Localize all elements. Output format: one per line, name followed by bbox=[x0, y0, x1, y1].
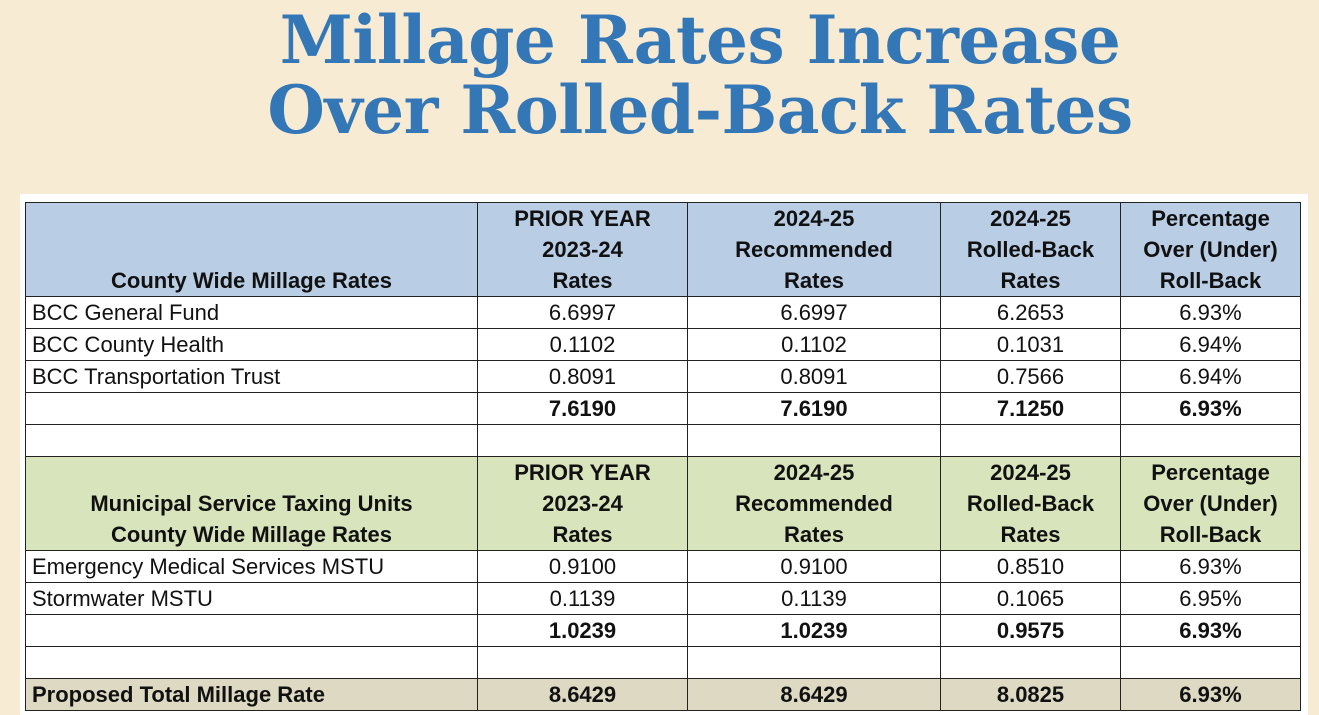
prior-rate: 0.1102 bbox=[477, 328, 688, 361]
row-name: BCC General Fund bbox=[25, 296, 478, 329]
recommended-rate: 6.6997 bbox=[687, 296, 941, 329]
subtotal-recommended: 7.6190 bbox=[687, 392, 941, 425]
county-header-prior: PRIOR YEAR 2023-24 Rates bbox=[477, 202, 688, 297]
subtotal-prior: 7.6190 bbox=[477, 392, 688, 425]
prior-rate: 0.9100 bbox=[477, 550, 688, 583]
prior-rate: 0.8091 bbox=[477, 360, 688, 393]
county-header-percentage: Percentage Over (Under) Roll-Back bbox=[1120, 202, 1301, 297]
title-line-2: Over Rolled-Back Rates bbox=[267, 71, 1133, 149]
row-name: BCC County Health bbox=[25, 328, 478, 361]
mstu-subtotal-row: 1.0239 1.0239 0.9575 6.93% bbox=[25, 614, 1301, 647]
percentage-over: 6.94% bbox=[1120, 360, 1301, 393]
millage-rates-table: County Wide Millage Rates PRIOR YEAR 2023… bbox=[25, 202, 1301, 711]
spacer-row bbox=[25, 646, 1301, 679]
subtotal-recommended: 1.0239 bbox=[687, 614, 941, 647]
subtotal-percentage: 6.93% bbox=[1120, 614, 1301, 647]
prior-rate: 6.6997 bbox=[477, 296, 688, 329]
mstu-header-label: Municipal Service Taxing Units County Wid… bbox=[25, 456, 478, 551]
subtotal-prior: 1.0239 bbox=[477, 614, 688, 647]
county-header-rolled-back: 2024-25 Rolled-Back Rates bbox=[940, 202, 1121, 297]
recommended-rate: 0.1139 bbox=[687, 582, 941, 615]
subtotal-percentage: 6.93% bbox=[1120, 392, 1301, 425]
subtotal-label bbox=[25, 614, 478, 647]
county-header-row: County Wide Millage Rates PRIOR YEAR 2023… bbox=[25, 202, 1301, 297]
percentage-over: 6.95% bbox=[1120, 582, 1301, 615]
percentage-over: 6.94% bbox=[1120, 328, 1301, 361]
total-recommended: 8.6429 bbox=[687, 678, 941, 711]
rolled-back-rate: 0.8510 bbox=[940, 550, 1121, 583]
county-header-recommended: 2024-25 Recommended Rates bbox=[687, 202, 941, 297]
recommended-rate: 0.8091 bbox=[687, 360, 941, 393]
row-name: BCC Transportation Trust bbox=[25, 360, 478, 393]
mstu-header-percentage: Percentage Over (Under) Roll-Back bbox=[1120, 456, 1301, 551]
recommended-rate: 0.9100 bbox=[687, 550, 941, 583]
mstu-header-prior: PRIOR YEAR 2023-24 Rates bbox=[477, 456, 688, 551]
recommended-rate: 0.1102 bbox=[687, 328, 941, 361]
row-name: Emergency Medical Services MSTU bbox=[25, 550, 478, 583]
mstu-header-rolled-back: 2024-25 Rolled-Back Rates bbox=[940, 456, 1121, 551]
subtotal-label bbox=[25, 392, 478, 425]
rolled-back-rate: 0.1031 bbox=[940, 328, 1121, 361]
spacer-row bbox=[25, 424, 1301, 457]
prior-rate: 0.1139 bbox=[477, 582, 688, 615]
table-row: Emergency Medical Services MSTU 0.9100 0… bbox=[25, 550, 1301, 583]
rolled-back-rate: 0.7566 bbox=[940, 360, 1121, 393]
total-percentage: 6.93% bbox=[1120, 678, 1301, 711]
total-prior: 8.6429 bbox=[477, 678, 688, 711]
total-rolled-back: 8.0825 bbox=[940, 678, 1121, 711]
county-header-label: County Wide Millage Rates bbox=[25, 202, 478, 297]
title-line-1: Millage Rates Increase bbox=[279, 1, 1121, 79]
subtotal-rolled-back: 7.1250 bbox=[940, 392, 1121, 425]
mstu-header-recommended: 2024-25 Recommended Rates bbox=[687, 456, 941, 551]
percentage-over: 6.93% bbox=[1120, 296, 1301, 329]
mstu-header-row: Municipal Service Taxing Units County Wid… bbox=[25, 456, 1301, 551]
table-row: BCC Transportation Trust 0.8091 0.8091 0… bbox=[25, 360, 1301, 393]
rolled-back-rate: 0.1065 bbox=[940, 582, 1121, 615]
total-label: Proposed Total Millage Rate bbox=[25, 678, 478, 711]
page-title: Millage Rates Increase Over Rolled-Back … bbox=[0, 0, 1319, 147]
table-row: Stormwater MSTU 0.1139 0.1139 0.1065 6.9… bbox=[25, 582, 1301, 615]
table-row: BCC General Fund 6.6997 6.6997 6.2653 6.… bbox=[25, 296, 1301, 329]
rolled-back-rate: 6.2653 bbox=[940, 296, 1121, 329]
table-frame: County Wide Millage Rates PRIOR YEAR 2023… bbox=[20, 194, 1308, 715]
county-subtotal-row: 7.6190 7.6190 7.1250 6.93% bbox=[25, 392, 1301, 425]
percentage-over: 6.93% bbox=[1120, 550, 1301, 583]
table-row: BCC County Health 0.1102 0.1102 0.1031 6… bbox=[25, 328, 1301, 361]
row-name: Stormwater MSTU bbox=[25, 582, 478, 615]
subtotal-rolled-back: 0.9575 bbox=[940, 614, 1121, 647]
total-row: Proposed Total Millage Rate 8.6429 8.642… bbox=[25, 678, 1301, 711]
